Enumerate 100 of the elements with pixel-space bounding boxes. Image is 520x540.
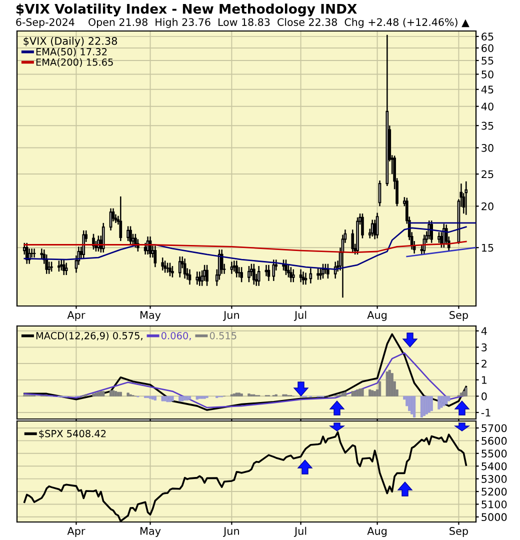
y-tick-label: 5200 [482,488,507,496]
y-tick-label: 0 [482,392,487,400]
y-tick-label: 1 [482,376,487,384]
candlestick [264,264,268,277]
candlestick [248,265,250,283]
candlestick [45,254,48,274]
candlestick [178,256,182,278]
bar [361,388,364,396]
candlestick [302,270,305,286]
bar [408,396,411,412]
y-tick-label: 35 [482,122,494,130]
candlestick [62,258,66,276]
bar [181,396,184,402]
bar [178,396,182,402]
y-tick-label: 4 [481,327,487,335]
bar [188,396,192,400]
bar [462,391,465,396]
candlestick [198,270,202,286]
candlestick [58,260,60,272]
y-tick-label: 5300 [482,475,507,483]
y-tick-label: 5100 [482,500,507,508]
candlestick [282,258,285,272]
candlestick [464,180,468,216]
candlestick [361,212,364,239]
candlestick [376,212,379,239]
candlestick [64,262,68,276]
bar [102,391,105,396]
y-tick-label: 40 [481,102,494,110]
candlestick [319,268,322,280]
y-tick-label: 50 [482,70,494,78]
bar [445,396,448,405]
legend-label: MACD(12,26,9) 0.575, [36,332,142,341]
bar [430,396,433,412]
bar [126,392,130,396]
x-tick-label: May [140,527,161,537]
x-tick-label: Jul [294,310,306,321]
y-tick-label: 5600 [482,436,507,445]
bar [438,396,440,410]
y-tick-label: 5700 [482,424,507,432]
x-tick-label: Sep [450,311,468,321]
bar [196,396,198,400]
bar [151,396,154,400]
y-tick-label: 2 [482,360,486,368]
bar [100,391,102,396]
bar [161,396,164,402]
candlestick [126,226,130,242]
bar [368,389,372,396]
bar [164,396,166,402]
chart-title: $VIX Volatility Index - New Methodology INDX [16,4,357,16]
candlestick [299,268,302,283]
legend-title: $VIX (Daily) 22.38 [24,36,118,47]
bar [92,394,95,396]
candlestick [183,258,186,280]
bar [94,392,98,396]
bar [374,391,376,396]
candlestick [82,230,86,260]
y-tick-label: 65 [482,32,494,41]
bar [154,396,157,400]
candlestick [171,265,174,278]
x-tick-label: Jun [223,527,239,537]
candlestick [109,208,112,232]
bar [442,396,446,406]
x-tick-label: Jul [294,526,306,537]
candlestick [164,260,166,274]
y-tick-label: 5000 [482,513,507,522]
candlestick [322,263,324,280]
legend-label: $SPX 5408.42 [39,430,106,439]
candlestick [134,233,137,248]
candlestick [334,261,337,280]
candlestick [284,258,288,276]
bar [240,394,243,396]
candlestick [60,258,63,272]
candlestick [168,262,172,277]
x-tick-label: Aug [367,311,387,321]
legend-label: 0.515 [210,332,236,340]
bar [386,371,388,396]
bar [109,390,112,396]
candlestick [206,264,208,286]
x-tick-label: Sep [450,527,468,537]
bar [171,396,174,402]
bar [440,396,443,408]
x-tick-label: May [140,311,161,321]
candlestick [230,261,234,274]
bar [148,396,152,399]
candlestick [316,268,320,280]
bar [448,396,450,402]
bar [97,392,100,396]
y-tick-label: -1 [481,408,490,416]
candlestick [290,266,292,283]
candlestick [257,265,260,286]
y-tick-label: 15 [482,244,494,252]
candlestick [50,261,53,272]
y-tick-label: 5500 [482,450,507,458]
y-tick-label: 60 [482,44,494,52]
candlestick [154,245,157,268]
candlestick [240,266,243,283]
y-tick-label: 45 [481,86,494,94]
candlestick [196,270,199,286]
bar [232,394,236,396]
candlestick [102,222,105,254]
